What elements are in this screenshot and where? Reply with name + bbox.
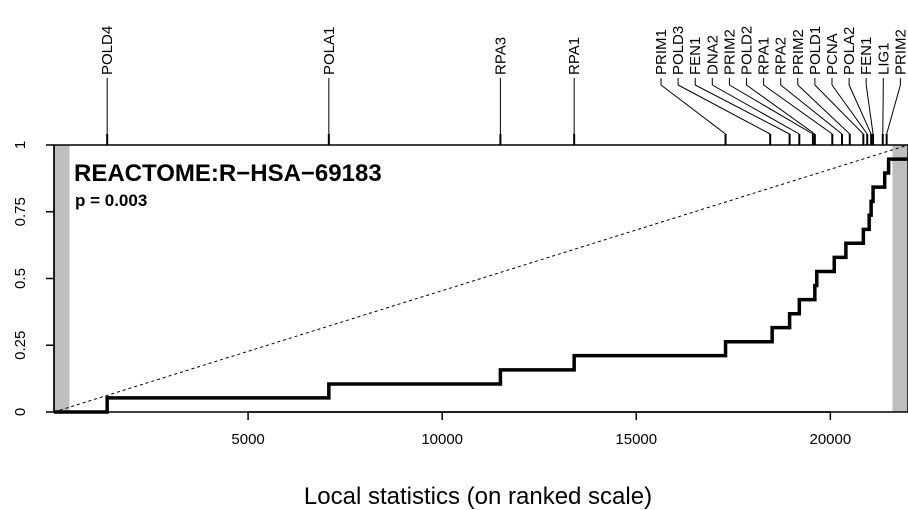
gene-connector — [712, 84, 800, 135]
gene-connector — [831, 84, 868, 135]
y-axis: 0 0.25 0.5 0.75 1 — [12, 141, 55, 416]
gene-label: POLD4 — [99, 26, 116, 75]
y-tick-label: 0.75 — [12, 197, 29, 226]
step-series-0 — [54, 157, 908, 414]
gene-connector — [882, 84, 884, 135]
gene-label: RPA2 — [773, 37, 790, 75]
gene-label: PCNA — [824, 33, 841, 75]
y-tick-label: 0.5 — [12, 268, 29, 289]
gene-label: PRIM2 — [721, 29, 738, 75]
y-tick-label: 0 — [12, 408, 29, 416]
gene-label: POLD1 — [807, 26, 824, 75]
gene-connector — [746, 84, 816, 135]
gene-label: RPA1 — [566, 37, 583, 75]
gene-connector — [780, 84, 843, 135]
p-value-label: p = 0.003 — [75, 191, 147, 210]
y-tick-label: 1 — [12, 141, 29, 149]
x-tick-label: 15000 — [615, 431, 657, 448]
gene-connector — [660, 84, 726, 135]
gene-label: PRIM2 — [892, 29, 908, 75]
step-line — [54, 157, 908, 414]
gene-label: FEN1 — [858, 37, 875, 75]
gene-label: POLA2 — [841, 27, 858, 75]
shaded-regions — [54, 145, 908, 412]
gene-label: POLD2 — [739, 26, 756, 75]
gene-connector — [886, 84, 901, 135]
gene-connector — [729, 84, 814, 135]
gene-label: POLA1 — [321, 27, 338, 75]
shaded-region-0 — [54, 145, 70, 412]
gene-connector — [763, 84, 833, 135]
gene-label: FEN1 — [687, 37, 704, 75]
gene-label: RPA1 — [756, 37, 773, 75]
gene-label: RPA3 — [492, 37, 509, 75]
gene-connector — [677, 84, 771, 135]
gene-connector — [797, 84, 851, 135]
y-tick-label: 0.25 — [12, 331, 29, 360]
gene-connector — [865, 84, 874, 135]
reference-line — [53, 144, 908, 413]
gene-label: PRIM2 — [790, 29, 807, 75]
diagonal-reference-line — [53, 144, 908, 413]
gene-label: LIG1 — [875, 42, 892, 75]
shaded-region-1 — [892, 145, 908, 412]
x-tick-label: 20000 — [810, 431, 852, 448]
x-axis: 5000 10000 15000 20000 — [231, 411, 852, 448]
gene-label: POLD3 — [670, 26, 687, 75]
chart-title: REACTOME:R−HSA−69183 — [74, 160, 382, 187]
gene-label: PRIM1 — [653, 29, 670, 75]
x-tick-label: 10000 — [421, 431, 463, 448]
gene-label: DNA2 — [704, 35, 721, 75]
gene-connector — [848, 84, 872, 135]
x-tick-label: 5000 — [231, 431, 264, 448]
gene-connector — [814, 84, 864, 135]
gene-barcode: POLD4 POLA1 RPA3 RPA1 PRIM1 POLD3 FEN1 DNA2 PRIM… — [99, 26, 908, 145]
gene-connector — [694, 84, 790, 135]
x-axis-label: Local statistics (on ranked scale) — [304, 483, 652, 510]
